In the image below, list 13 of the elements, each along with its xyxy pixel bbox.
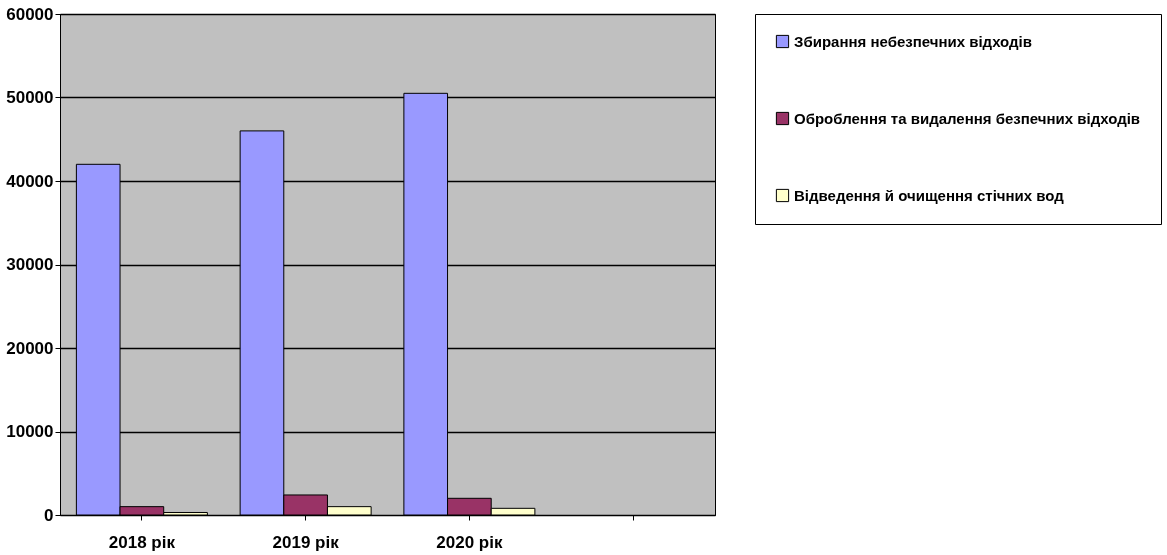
x-tick-label: 2018 рік	[108, 532, 176, 552]
x-tick-label: 2020 рік	[436, 532, 503, 552]
y-tick-label: 10000	[6, 422, 54, 441]
x-tick-label: 2019 рік	[272, 532, 340, 552]
y-tick-label: 20000	[6, 338, 54, 358]
legend-label: Відведення й очищення стічних вод	[794, 186, 1065, 204]
y-tick-label: 30000	[6, 255, 54, 274]
y-tick-label: 40000	[6, 171, 54, 191]
y-tick-label: 0	[44, 505, 54, 525]
y-tick-label: 50000	[6, 88, 54, 107]
legend-label: Збирання небезпечних відходів	[794, 32, 1032, 50]
y-tick-label: 60000	[6, 4, 54, 24]
legend-label: Оброблення та видалення безпечних відходів	[794, 109, 1141, 127]
